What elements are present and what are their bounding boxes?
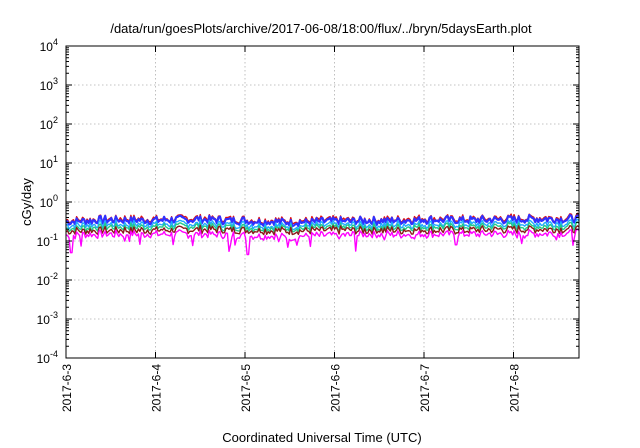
series-layer xyxy=(65,212,580,256)
x-tick-label: 2017-6-5 xyxy=(239,364,253,412)
y-tick-label: 101 xyxy=(40,154,58,171)
x-tick-label: 2017-6-7 xyxy=(418,364,432,412)
x-tick-label: 2017-6-3 xyxy=(60,364,74,412)
series-line-3 xyxy=(65,218,580,231)
grid xyxy=(66,46,579,358)
y-tick-label: 10-1 xyxy=(37,232,58,249)
ticks: 10-4 10-3 10-2 10-1 100 101 102 103 104 2017-6-3 2… xyxy=(37,37,579,412)
x-tick-label: 2017-6-6 xyxy=(329,364,343,412)
x-tick-label: 2017-6-4 xyxy=(150,364,164,412)
y-tick-label: 102 xyxy=(40,115,58,132)
y-tick-label: 10-3 xyxy=(37,310,58,327)
y-tick-label: 100 xyxy=(40,193,58,210)
series-line-2 xyxy=(65,213,580,228)
x-axis-label: Coordinated Universal Time (UTC) xyxy=(222,430,421,445)
chart-title: /data/run/goesPlots/archive/2017-06-08/1… xyxy=(110,21,532,36)
series-line-5 xyxy=(65,224,580,236)
y-tick-label: 103 xyxy=(40,76,58,93)
y-tick-label: 104 xyxy=(40,37,58,54)
y-tick-label: 10-2 xyxy=(37,271,58,288)
y-axis-label: cGy/day xyxy=(19,178,34,226)
series-line-4 xyxy=(65,221,580,234)
y-tick-label: 10-4 xyxy=(37,349,58,366)
x-tick-label: 2017-6-8 xyxy=(508,364,522,412)
series-line-6 xyxy=(65,228,580,256)
